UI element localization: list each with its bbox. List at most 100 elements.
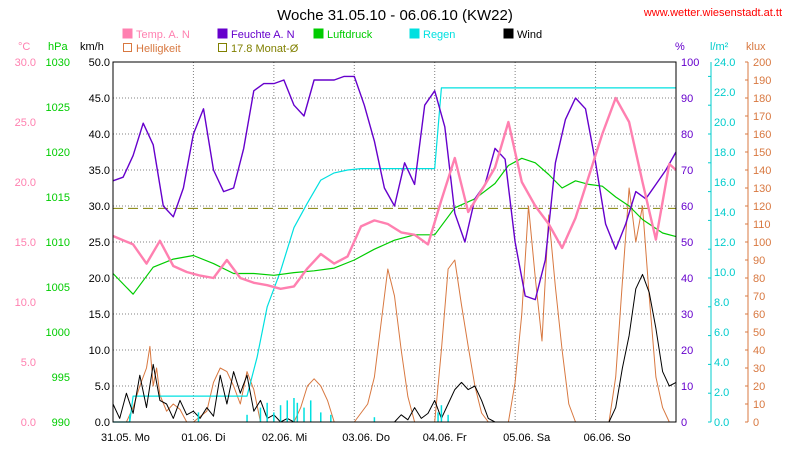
tick-label-lm2: 10.0: [714, 267, 735, 279]
tick-label-lm2: 18.0: [714, 147, 735, 159]
tick-label-hpa: 1025: [46, 102, 70, 114]
tick-label-pct: 50: [681, 237, 693, 249]
legend-label: 17.8 Monat-Ø: [231, 43, 299, 55]
chart-title: Woche 31.05.10 - 06.06.10 (KW22): [277, 7, 513, 24]
legend-swatch: [503, 28, 514, 39]
tick-label-lm2: 2.0: [714, 387, 729, 399]
tick-label-pct: 60: [681, 201, 693, 213]
tick-label-klux: 10: [753, 399, 765, 411]
tick-label-kmh: 40.0: [89, 129, 110, 141]
plot-frame: [112, 61, 677, 423]
tick-label-hpa: 995: [52, 372, 70, 384]
tick-label-pct: 80: [681, 129, 693, 141]
tick-label-kmh: 15.0: [89, 309, 110, 321]
tick-label-pct: 100: [681, 57, 699, 69]
unit-label-pct: %: [675, 41, 685, 53]
tick-label-klux: 40: [753, 345, 765, 357]
tick-label-kmh: 0.0: [95, 417, 110, 429]
tick-label-klux: 200: [753, 57, 771, 69]
series-line-feuchte-a-n: [112, 75, 677, 301]
tick-label-kmh: 20.0: [89, 273, 110, 285]
tick-label-pct: 90: [681, 93, 693, 105]
day-label: 03.06. Do: [342, 432, 390, 444]
series-group: [112, 75, 677, 423]
tick-label-klux: 0: [753, 417, 759, 429]
tick-label-temp: 20.0: [15, 177, 36, 189]
unit-label-lm2: l/m²: [710, 41, 729, 53]
tick-label-klux: 120: [753, 201, 771, 213]
grid: [113, 62, 676, 422]
source-link[interactable]: www.wetter.wiesenstadt.at.tt: [643, 7, 782, 19]
tick-label-kmh: 45.0: [89, 93, 110, 105]
legend-swatch: [313, 28, 324, 39]
tick-label-hpa: 1015: [46, 192, 70, 204]
day-label: 05.06. Sa: [503, 432, 551, 444]
tick-label-klux: 50: [753, 327, 765, 339]
unit-label-hpa: hPa: [48, 41, 68, 53]
tick-label-pct: 10: [681, 381, 693, 393]
axis-units: °C hPa km/h% l/m² klux: [18, 41, 766, 53]
tick-label-klux: 100: [753, 237, 771, 249]
legend-label: Luftdruck: [327, 29, 373, 41]
tick-label-klux: 70: [753, 291, 765, 303]
tick-label-klux: 180: [753, 93, 771, 105]
tick-label-klux: 20: [753, 381, 765, 393]
day-label: 31.05. Mo: [101, 432, 150, 444]
tick-label-kmh: 5.0: [95, 381, 110, 393]
tick-label-klux: 30: [753, 363, 765, 375]
tick-label-hpa: 1000: [46, 327, 70, 339]
legend-swatch: [217, 28, 228, 39]
tick-label-lm2: 12.0: [714, 237, 735, 249]
tick-label-kmh: 35.0: [89, 165, 110, 177]
tick-label-lm2: 0.0: [714, 417, 729, 429]
tick-label-klux: 160: [753, 129, 771, 141]
tick-label-temp: 10.0: [15, 297, 36, 309]
legend-label: Regen: [423, 29, 455, 41]
series-line-helligkeit: [113, 187, 676, 423]
series-line-regen: [113, 87, 676, 423]
unit-label-klux: klux: [746, 41, 766, 53]
unit-label-kmh: km/h: [80, 41, 104, 53]
tick-label-lm2: 22.0: [714, 87, 735, 99]
tick-label-lm2: 6.0: [714, 327, 729, 339]
tick-label-lm2: 8.0: [714, 297, 729, 309]
tick-label-pct: 30: [681, 309, 693, 321]
legend-label: Wind: [517, 29, 542, 41]
tick-label-temp: 15.0: [15, 237, 36, 249]
tick-label-pct: 70: [681, 165, 693, 177]
tick-label-klux: 60: [753, 309, 765, 321]
legend-label: Temp. A. N: [136, 29, 190, 41]
tick-label-klux: 150: [753, 147, 771, 159]
unit-label-temp: °C: [18, 41, 30, 53]
tick-label-lm2: 16.0: [714, 177, 735, 189]
tick-label-lm2: 24.0: [714, 57, 735, 69]
day-label: 02.06. Mi: [262, 432, 307, 444]
day-label: 01.06. Di: [181, 432, 225, 444]
tick-label-temp: 5.0: [21, 357, 36, 369]
legend-swatch: [122, 28, 133, 39]
tick-label-pct: 40: [681, 273, 693, 285]
tick-label-klux: 130: [753, 183, 771, 195]
axes: 0.05.010.015.020.025.030.099099510001005…: [15, 57, 772, 444]
legend-swatch: [218, 43, 227, 52]
tick-label-klux: 190: [753, 75, 771, 87]
tick-label-temp: 25.0: [15, 117, 36, 129]
tick-label-kmh: 30.0: [89, 201, 110, 213]
tick-label-pct: 0: [681, 417, 687, 429]
tick-label-temp: 0.0: [21, 417, 36, 429]
tick-label-hpa: 1005: [46, 282, 70, 294]
tick-label-pct: 20: [681, 345, 693, 357]
legend-label: Helligkeit: [136, 43, 181, 55]
tick-label-klux: 80: [753, 273, 765, 285]
tick-label-temp: 30.0: [15, 57, 36, 69]
tick-label-klux: 90: [753, 255, 765, 267]
tick-label-hpa: 990: [52, 417, 70, 429]
tick-label-hpa: 1010: [46, 237, 70, 249]
tick-label-kmh: 50.0: [89, 57, 110, 69]
tick-label-klux: 140: [753, 165, 771, 177]
tick-label-lm2: 4.0: [714, 357, 729, 369]
legend-swatch: [409, 28, 420, 39]
series-line-luftdruck: [112, 157, 677, 295]
series-line-temp-a-n: [112, 96, 677, 290]
